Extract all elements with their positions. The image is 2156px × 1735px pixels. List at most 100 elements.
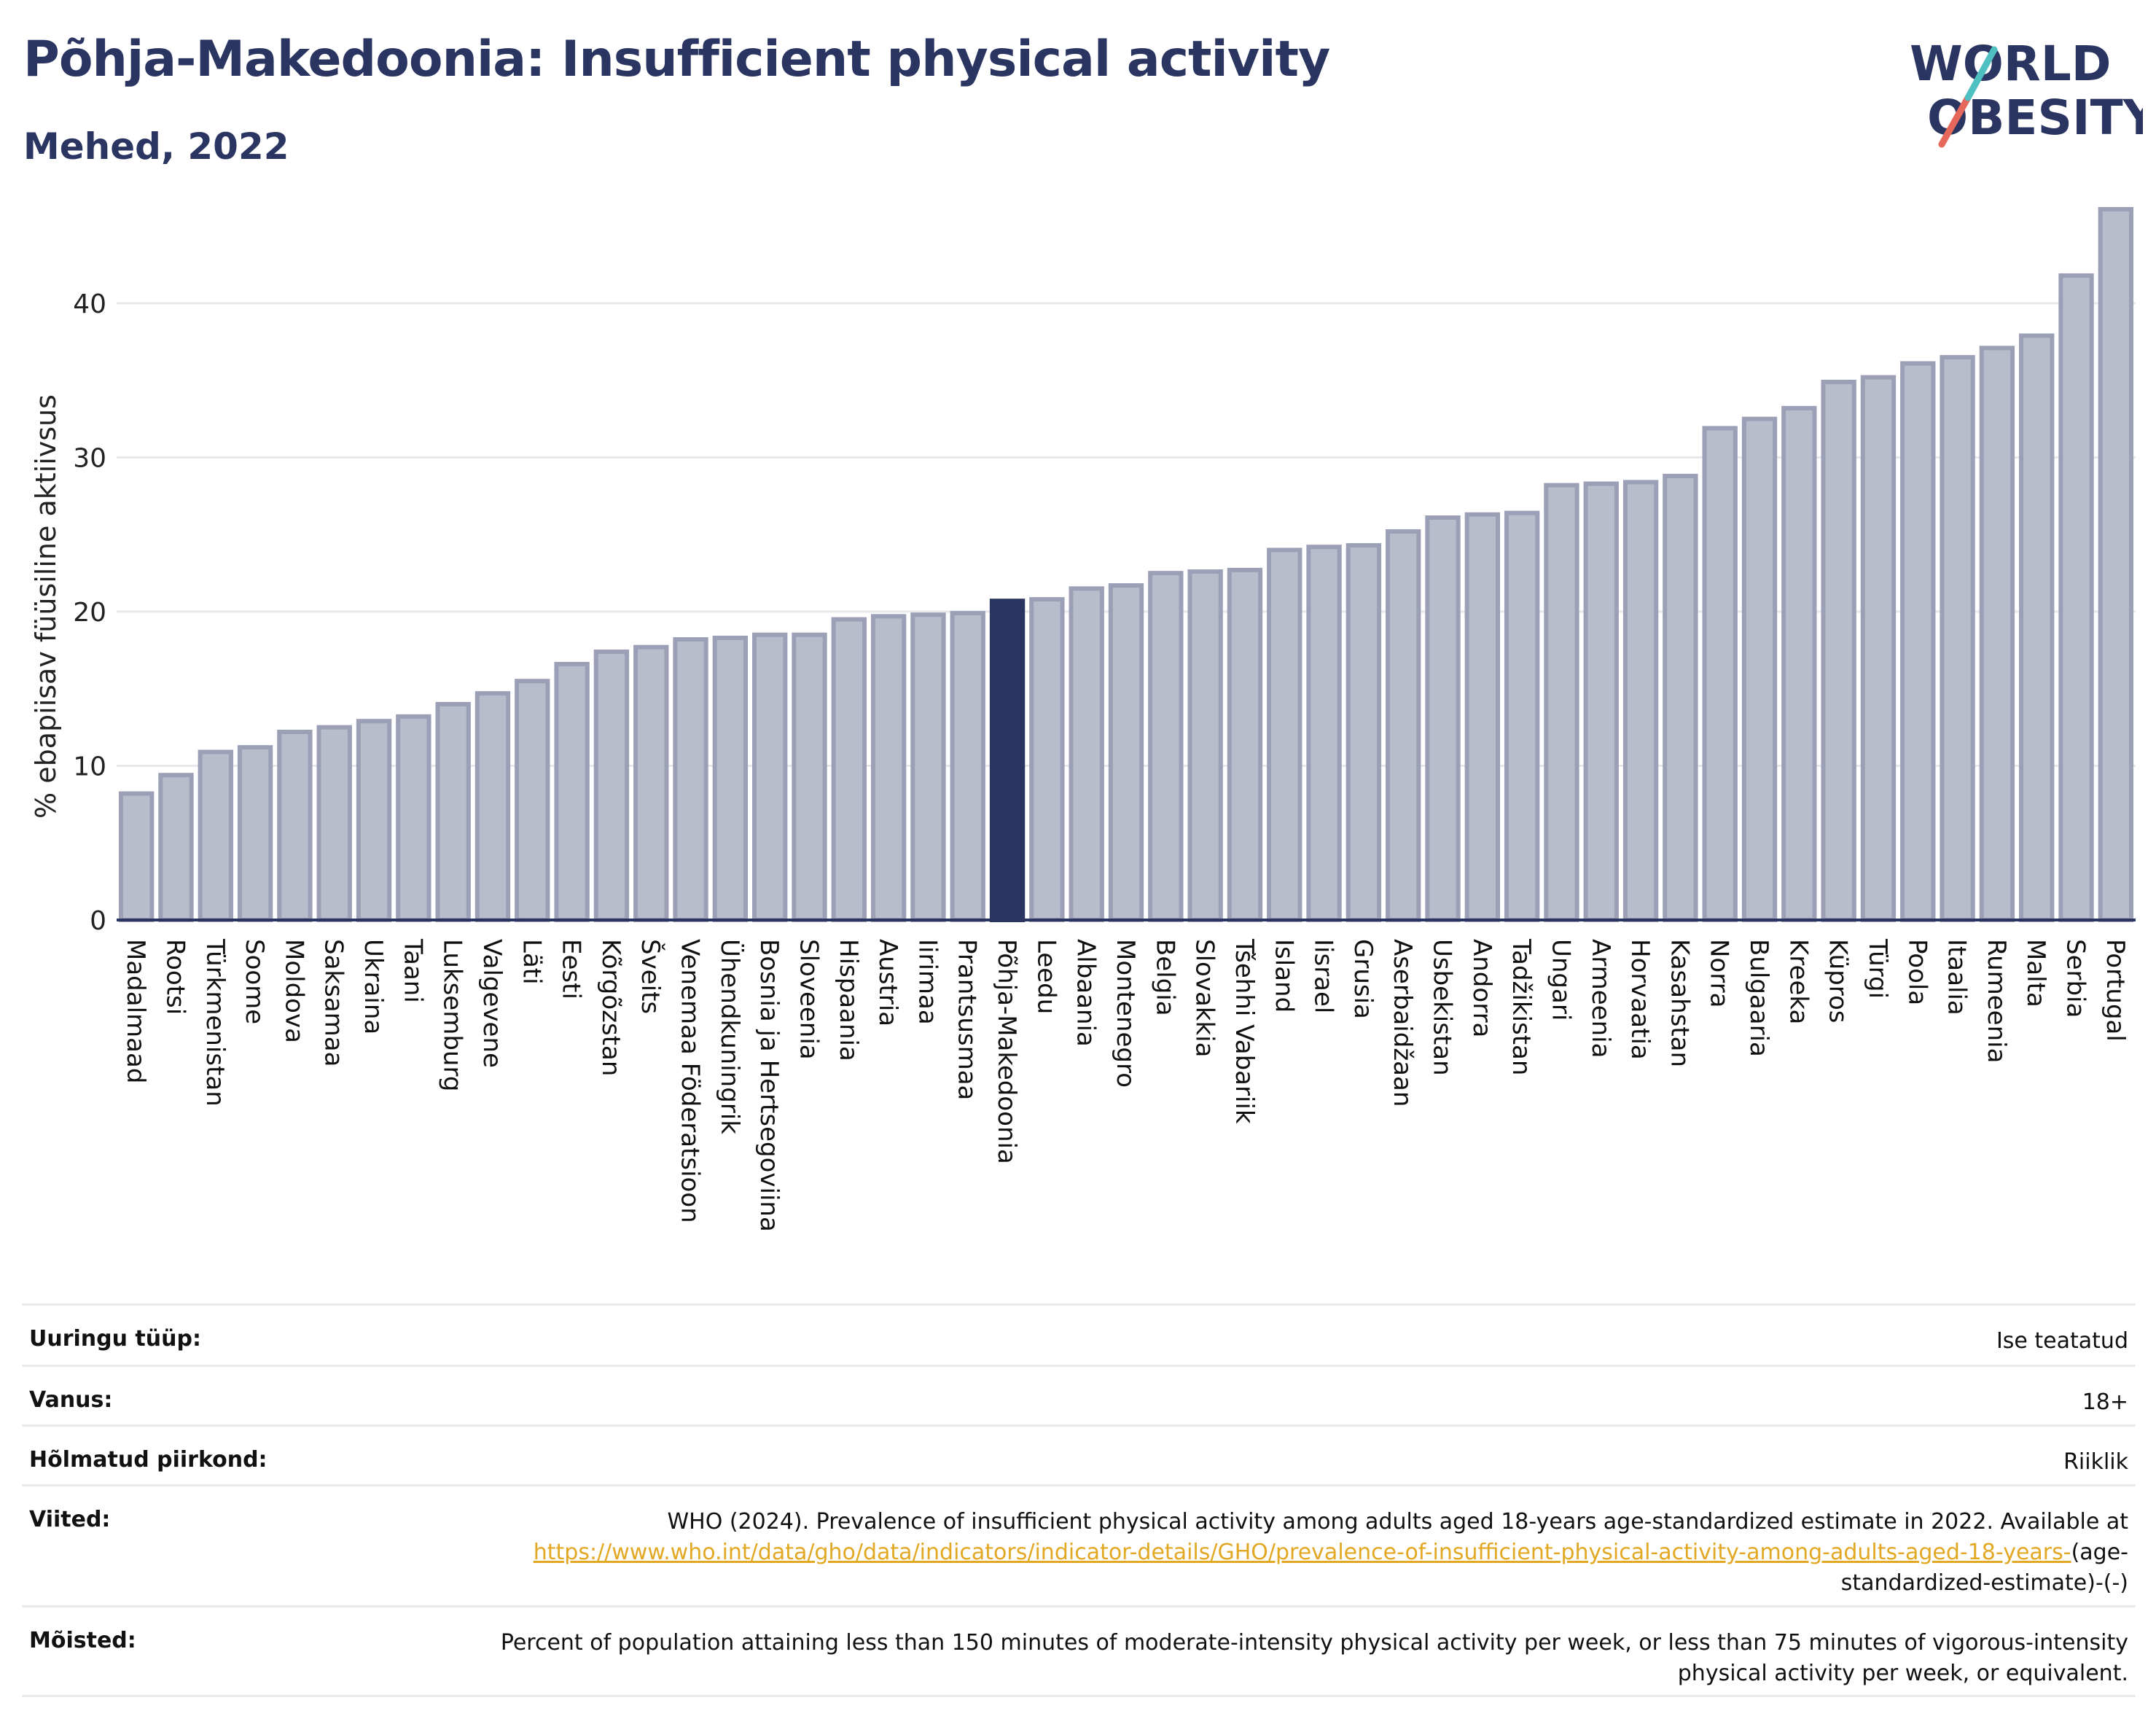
x-tick-label: Põhja-Makedoonia <box>992 939 1021 1164</box>
bar <box>396 714 431 922</box>
bar <box>1029 597 1065 922</box>
bar-highlight <box>989 599 1026 923</box>
x-tick-label: Tšehhi Vabariik <box>1230 938 1259 1124</box>
x-tick-label: Tadžikistan <box>1507 938 1536 1075</box>
x-tick-label: Aserbaidžaan <box>1388 939 1417 1107</box>
age-label: Vanus: <box>29 1387 113 1413</box>
bar <box>712 635 749 923</box>
x-tick-label: Kasahstan <box>1665 939 1694 1067</box>
x-tick-label: Eesti <box>557 939 586 999</box>
logo-line1: WORLD <box>1910 36 2112 92</box>
x-tick-label: Bulgaaria <box>1744 939 1773 1057</box>
bar <box>1148 571 1184 922</box>
x-tick-label: Moldova <box>279 939 308 1043</box>
x-tick-label: Läti <box>517 939 546 985</box>
bar <box>2098 207 2134 922</box>
x-tick-label: Poola <box>1902 939 1932 1005</box>
area-value: Riiklik <box>2063 1449 2128 1475</box>
x-tick-label: Ühendkuningrik <box>715 939 745 1134</box>
references-label: Viited: <box>29 1507 111 1532</box>
bar <box>1979 346 2015 923</box>
bar <box>751 632 788 922</box>
x-tick-label: Türkmenistan <box>200 938 230 1107</box>
bar <box>474 691 511 923</box>
x-tick-label: Armeenia <box>1586 939 1615 1058</box>
x-tick-label: Belgia <box>1150 939 1179 1016</box>
x-tick-label: Malta <box>2021 939 2050 1007</box>
x-tick-label: Soome <box>240 939 269 1024</box>
bar <box>1940 355 1975 922</box>
x-tick-label: Rumeenia <box>1982 939 2011 1063</box>
bar <box>1306 545 1342 922</box>
bar <box>870 614 907 922</box>
x-tick-label: Saksamaa <box>319 939 348 1067</box>
x-tick-label: Valgevene <box>477 939 507 1068</box>
bar <box>554 661 590 922</box>
definitions-value: Percent of population attaining less tha… <box>500 1630 2128 1686</box>
bar <box>831 617 867 923</box>
bar <box>435 701 471 923</box>
logo-line2: OBESITY <box>1927 90 2143 146</box>
info-row-survey-type: Uuringu tüüp: Ise teatatud <box>22 1303 2136 1365</box>
bar <box>237 745 273 923</box>
bar <box>316 725 352 922</box>
x-tick-label: Rootsi <box>160 939 190 1015</box>
bar <box>1425 515 1461 922</box>
bar <box>1583 481 1619 922</box>
bar <box>633 644 669 922</box>
x-tick-label: Austria <box>873 939 902 1026</box>
y-tick-label: 0 <box>90 906 106 936</box>
x-tick-label: Norra <box>1705 939 1734 1007</box>
x-tick-label: Venemaa Föderatsioon <box>676 939 705 1223</box>
x-tick-label: Usbekistan <box>1428 939 1457 1076</box>
x-tick-label: Island <box>1269 939 1298 1013</box>
world-obesity-logo: WORLD OBESITY <box>1910 36 2143 148</box>
bar <box>1386 529 1421 922</box>
bar <box>1464 512 1501 922</box>
references-text: WHO (2024). Prevalence of insufficient p… <box>667 1509 2128 1535</box>
x-tick-label: Sloveenia <box>794 939 823 1060</box>
x-tick-label: Ukraina <box>359 939 388 1034</box>
x-tick-label: Türgi <box>1863 938 1892 999</box>
bar <box>1108 583 1144 923</box>
bar <box>2058 273 2094 922</box>
bar <box>1544 483 1579 922</box>
bar <box>1345 543 1382 922</box>
x-tick-label: Andorra <box>1467 939 1496 1037</box>
bar <box>1663 473 1698 922</box>
chart-subtitle: Mehed, 2022 <box>23 125 289 168</box>
x-tick-label: Horvaatia <box>1625 939 1655 1060</box>
bar <box>593 650 630 922</box>
bar <box>515 679 550 922</box>
bar <box>1702 426 1738 922</box>
bar <box>673 637 708 922</box>
survey-type-label: Uuringu tüüp: <box>29 1326 201 1352</box>
info-table: Uuringu tüüp: Ise teatatud Vanus: 18+ Hõ… <box>22 1303 2136 1697</box>
x-tick-label: Iisrael <box>1309 939 1338 1013</box>
references-link[interactable]: https://www.who.int/data/gho/data/indica… <box>533 1540 2071 1565</box>
x-tick-label: Leedu <box>1031 939 1061 1014</box>
survey-type-value: Ise teatatud <box>1996 1328 2128 1354</box>
x-tick-label: Madalmaad <box>121 939 150 1083</box>
x-tick-label: Hispaania <box>834 939 863 1061</box>
bar <box>1227 567 1263 922</box>
bar <box>1622 480 1659 922</box>
y-tick-label: 30 <box>73 444 106 474</box>
bar <box>356 719 392 922</box>
x-tick-label: Slovakkia <box>1190 939 1219 1057</box>
definitions-label: Mõisted: <box>29 1628 136 1653</box>
x-tick-label: Luksemburg <box>438 939 467 1091</box>
bar <box>1821 379 1856 922</box>
x-tick-label: Ungari <box>1546 939 1575 1021</box>
y-tick-label: 40 <box>73 289 106 319</box>
x-tick-label: Bosnia ja Hertsegoviina <box>754 939 784 1232</box>
info-row-definitions: Mõisted: Percent of population attaining… <box>22 1605 2136 1697</box>
x-tick-label: Prantsusmaa <box>953 939 982 1100</box>
x-tick-label: Iirimaa <box>913 939 942 1025</box>
y-tick-label: 20 <box>73 598 106 628</box>
x-tick-label: Montenegro <box>1111 939 1140 1088</box>
x-tick-label: Itaalia <box>1942 939 1972 1015</box>
x-tick-label: Kõrgõzstan <box>596 939 625 1076</box>
references-suffix: (age-standardized-estimate)-(-) <box>1840 1540 2128 1596</box>
bar <box>277 729 313 922</box>
